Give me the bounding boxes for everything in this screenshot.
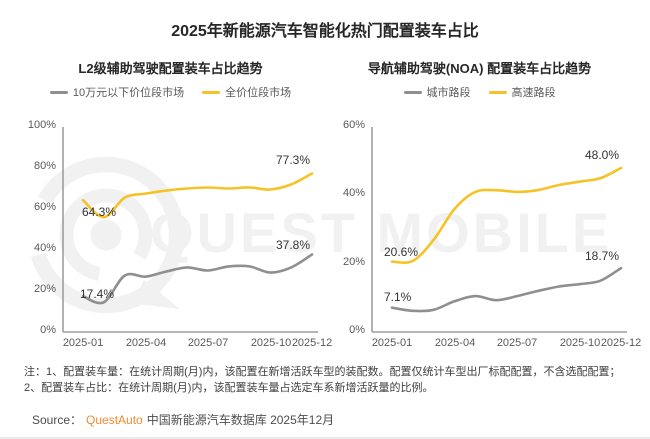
- x-tick: 2025-04: [434, 337, 476, 349]
- data-label-gray-start: 7.1%: [384, 290, 412, 304]
- source-line: Source： QuestAuto 中国新能源汽车数据库 2025年12月: [0, 411, 650, 428]
- x-tick: 2025-07: [187, 337, 229, 349]
- chart-panel-noa: 导航辅助驾驶(NOA) 配置装车占比趋势 城市路段 高速路段 60% 40% 2…: [327, 58, 641, 359]
- y-tick: 60%: [33, 201, 56, 213]
- data-label-gray-end: 37.8%: [276, 238, 311, 252]
- y-tick: 0%: [40, 324, 56, 336]
- footnote-line-1: 注：1、配置装车量：在统计周期(月)内，该配置在新增活跃车型的装配数。配置仅统计…: [24, 366, 621, 378]
- y-tick: 0%: [349, 324, 365, 336]
- x-tick: 2025-07: [496, 337, 538, 349]
- legend-noa: 城市路段 高速路段: [327, 84, 632, 100]
- chart-panel-l2: L2级辅助驾驶配置装车占比趋势 10万元以下价位段市场 全价位段市场 100% …: [18, 58, 332, 359]
- chart-title-noa: 导航辅助驾驶(NOA) 配置装车占比趋势: [367, 61, 592, 76]
- line-plot-noa: [371, 127, 627, 333]
- x-tick: 2025-01: [371, 337, 413, 349]
- gray-line-swatch: [403, 90, 422, 94]
- x-tick: 2025-10: [559, 337, 601, 349]
- chart-area-l2: 100% 80% 60% 40% 20% 0% 2025-01 2025-04 …: [18, 119, 332, 359]
- charts-row: L2级辅助驾驶配置装车占比趋势 10万元以下价位段市场 全价位段市场 100% …: [0, 58, 650, 359]
- data-label-yellow-start: 20.6%: [384, 245, 419, 259]
- line-series-highway: [390, 166, 623, 265]
- data-label-gray-start: 17.4%: [80, 287, 115, 301]
- legend-item-all-price: 全价位段市场: [202, 84, 291, 100]
- chart-area-noa: 60% 40% 20% 0% 2025-01 2025-04 2025-07 2…: [327, 119, 641, 359]
- legend-label: 全价位段市场: [225, 87, 292, 99]
- y-tick: 40%: [33, 242, 56, 254]
- data-label-yellow-end: 48.0%: [585, 148, 620, 162]
- chart-title-l2: L2级辅助驾驶配置装车占比趋势: [78, 61, 263, 76]
- legend-item-highway: 高速路段: [488, 84, 556, 100]
- footnotes: 注：1、配置装车量：在统计周期(月)内，该配置在新增活跃车型的装配数。配置仅统计…: [0, 359, 650, 396]
- data-label-gray-end: 18.7%: [585, 249, 620, 263]
- legend-label: 10万元以下价位段市场: [72, 87, 185, 99]
- legend-l2: 10万元以下价位段市场 全价位段市场: [18, 84, 323, 100]
- legend-label: 高速路段: [511, 87, 556, 99]
- source-prefix: Source：: [32, 413, 83, 427]
- x-tick: 2025-12: [291, 337, 333, 349]
- x-tick: 2025-01: [62, 337, 104, 349]
- gray-line-swatch: [49, 90, 68, 94]
- legend-label: 城市路段: [426, 87, 471, 99]
- source-brand: QuestAuto: [86, 413, 143, 427]
- x-tick: 2025-04: [125, 337, 167, 349]
- y-tick: 100%: [27, 119, 56, 131]
- x-tick: 2025-12: [600, 337, 642, 349]
- y-tick: 60%: [342, 119, 365, 131]
- footnote-line-2: 2、配置装车占比：在统计周期(月)内，该配置装车量占选定车系新增活跃量的比例。: [24, 382, 434, 394]
- legend-item-city: 城市路段: [403, 84, 471, 100]
- y-tick: 80%: [33, 160, 56, 172]
- line-series-all-price: [81, 172, 314, 219]
- y-tick: 20%: [342, 256, 365, 268]
- yellow-line-swatch: [488, 90, 507, 94]
- y-tick: 40%: [342, 187, 365, 199]
- x-tick: 2025-10: [250, 337, 292, 349]
- line-series-city: [390, 266, 623, 313]
- y-tick: 20%: [33, 283, 56, 295]
- source-suffix: 中国新能源汽车数据库 2025年12月: [146, 413, 335, 427]
- legend-item-under-100k: 10万元以下价位段市场: [49, 84, 185, 100]
- page-title: 2025年新能源汽车智能化热门配置装车占比: [171, 23, 479, 40]
- data-label-yellow-end: 77.3%: [276, 153, 311, 167]
- yellow-line-swatch: [202, 90, 221, 94]
- data-label-yellow-start: 64.3%: [82, 205, 117, 219]
- line-series-under-100k: [81, 253, 314, 305]
